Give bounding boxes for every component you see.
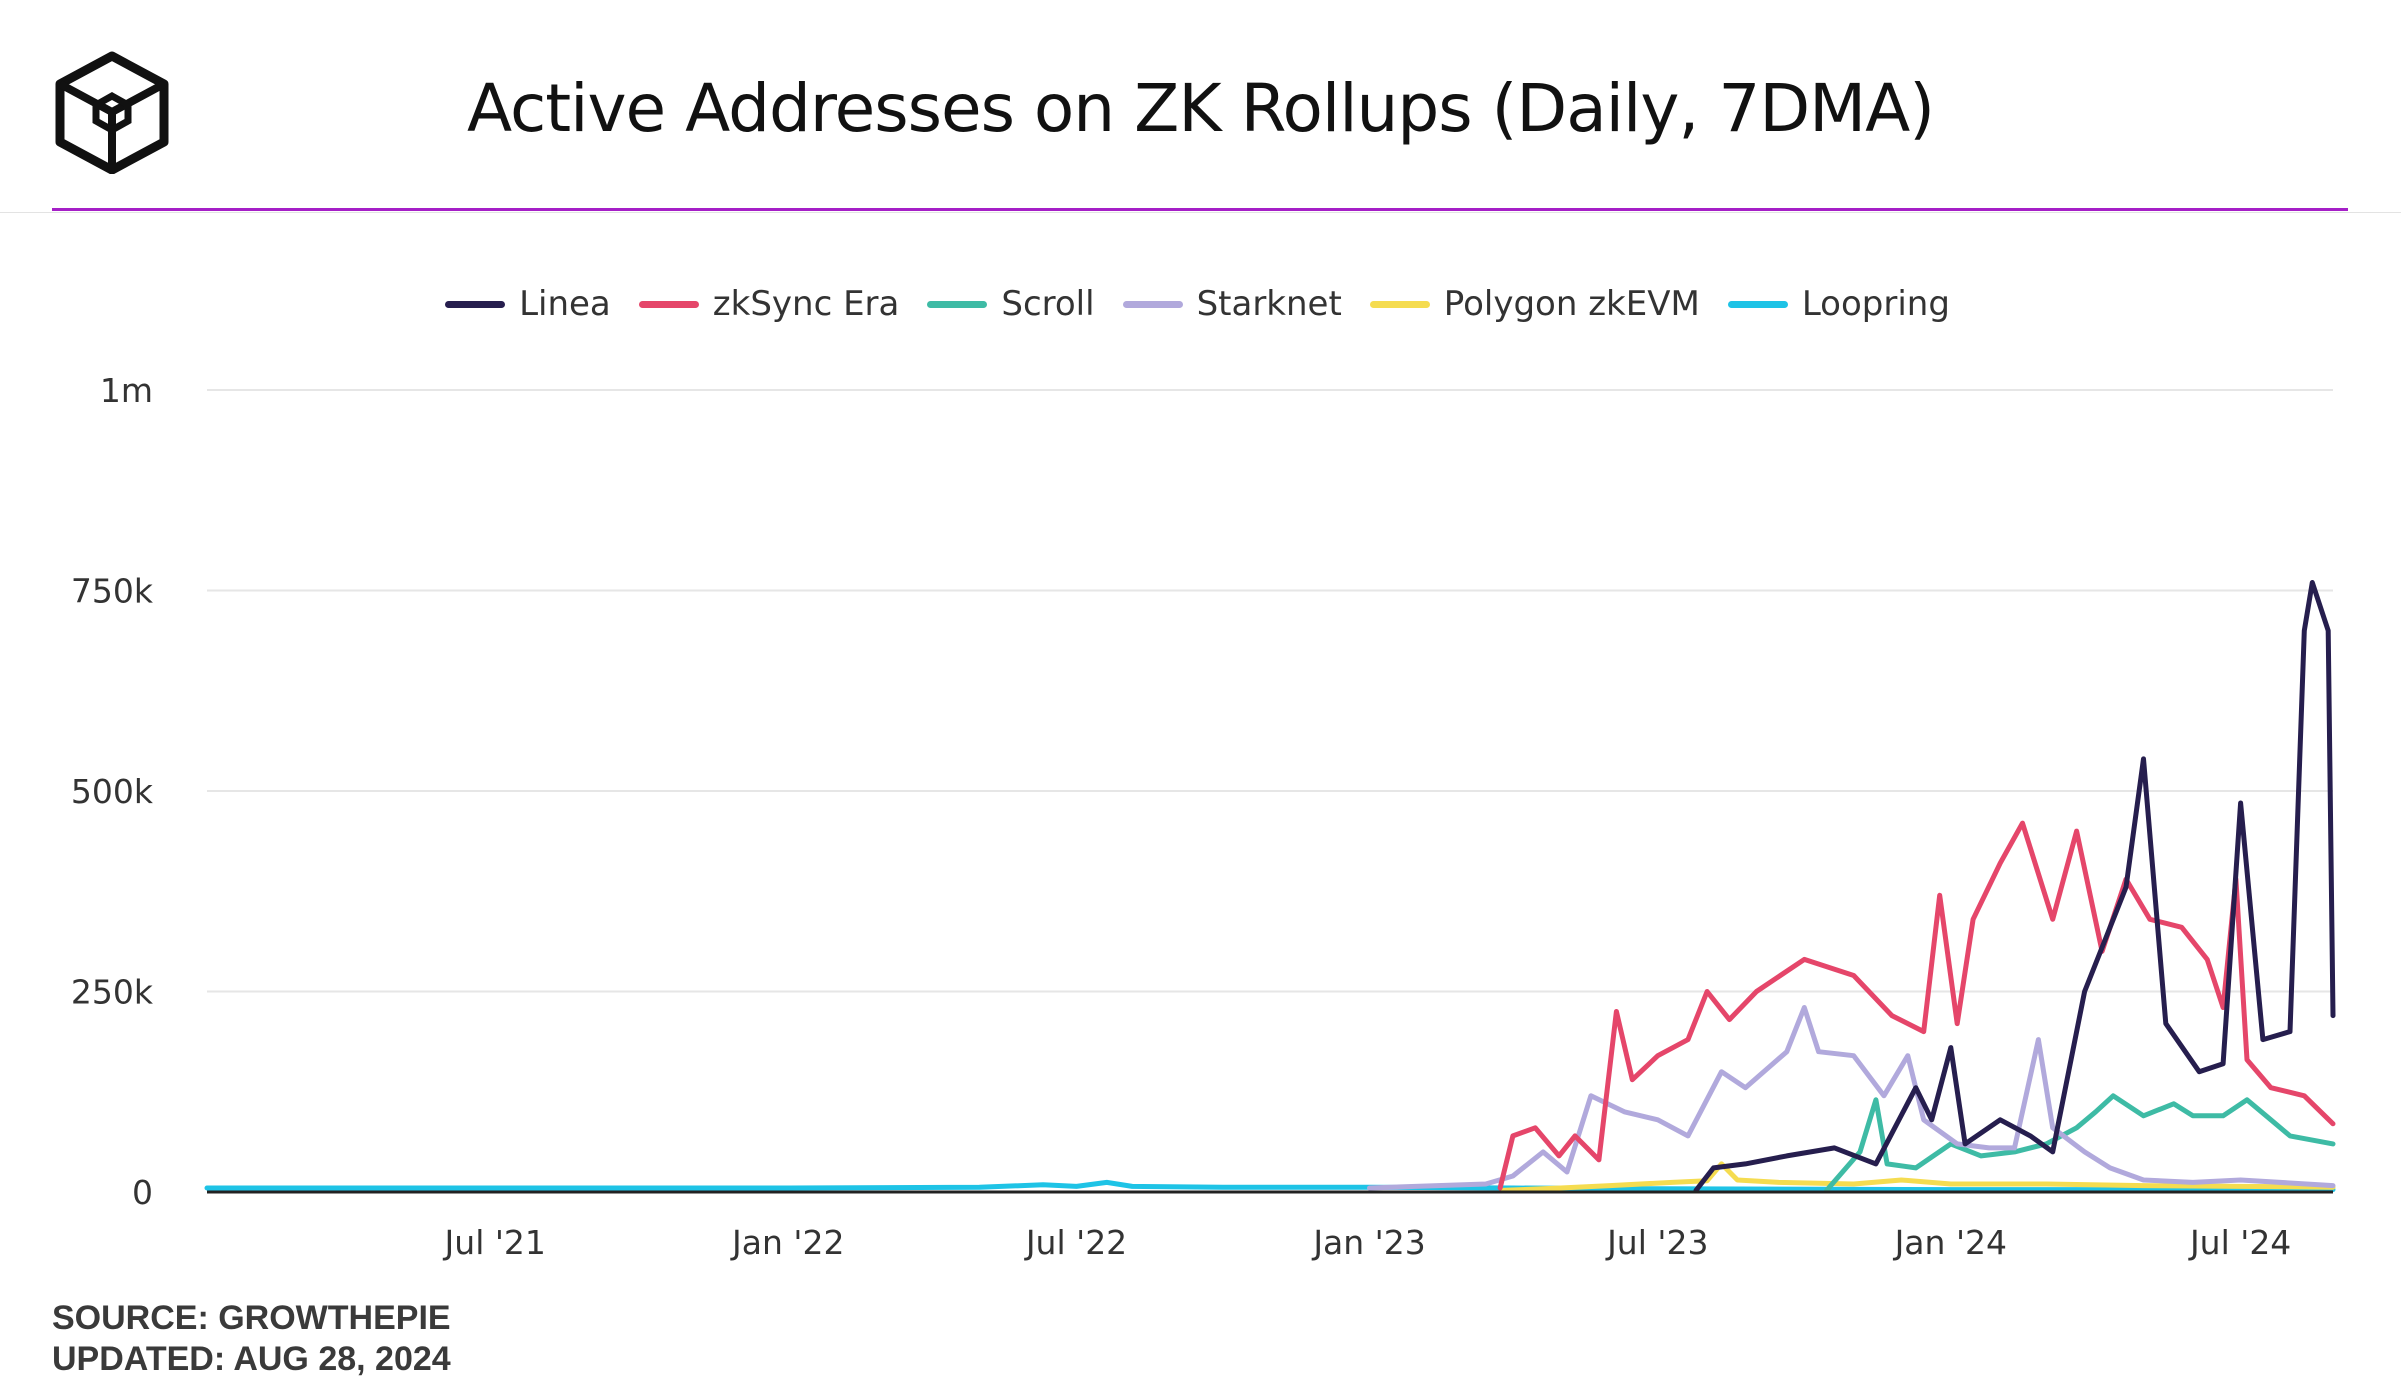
- x-axis-ticks: Jul '21 Jan '22 Jul '22 Jan '23 Jul '23 Jan '…: [443, 1223, 2292, 1262]
- legend-item-scroll[interactable]: Scroll: [927, 284, 1095, 324]
- line-chart: 0 250k 500k 750k 1m Jul '21 Jan '22 Jul '22 Jan…: [71, 371, 2336, 1262]
- source-note: SOURCE: GROWTHEPIE: [52, 1299, 451, 1337]
- cube-logo-icon: [52, 50, 172, 175]
- grid-lines: [207, 389, 2333, 993]
- legend-label: zkSync Era: [712, 284, 900, 324]
- y-tick-label: 500k: [71, 772, 154, 811]
- legend-item-loopring[interactable]: Loopring: [1727, 284, 1950, 324]
- x-tick-label: Jul '23: [1605, 1223, 1708, 1262]
- x-tick-label: Jul '22: [1024, 1223, 1127, 1262]
- legend-item-zksync-era[interactable]: zkSync Era: [638, 284, 900, 324]
- accent-divider: [52, 208, 2348, 211]
- legend-swatch: [1369, 300, 1430, 308]
- series-line-starknet: [1367, 1005, 2336, 1191]
- legend-swatch: [638, 300, 699, 308]
- y-axis-ticks: 0 250k 500k 750k 1m: [71, 371, 154, 1212]
- chart-legend: Linea zkSync Era Scroll Starknet Polygon zkE…: [0, 284, 2401, 324]
- legend-swatch: [445, 300, 506, 308]
- x-tick-label: Jan '23: [1311, 1223, 1425, 1262]
- series-line-zksync-era: [1497, 820, 2336, 1191]
- series-lines: [204, 580, 2336, 1193]
- y-tick-label: 250k: [71, 973, 154, 1012]
- legend-label: Starknet: [1196, 284, 1342, 324]
- updated-note: UPDATED: AUG 28, 2024: [52, 1340, 451, 1378]
- series-line-loopring: [204, 1179, 2336, 1193]
- legend-swatch: [927, 300, 988, 308]
- y-tick-label: 1m: [100, 371, 153, 410]
- legend-swatch: [1727, 300, 1788, 308]
- series-line-polygon-zkevm: [1499, 1161, 2336, 1193]
- legend-swatch: [1122, 300, 1183, 308]
- legend-label: Scroll: [1001, 284, 1095, 324]
- series-line-linea: [1693, 580, 2336, 1193]
- legend-label: Polygon zkEVM: [1443, 284, 1700, 324]
- legend-item-starknet[interactable]: Starknet: [1122, 284, 1342, 324]
- chart-header: Active Addresses on ZK Rollups (Daily, 7…: [0, 0, 2401, 213]
- series-line-scroll: [1824, 1093, 2336, 1193]
- y-tick-label: 0: [132, 1173, 153, 1212]
- legend-label: Linea: [519, 284, 611, 324]
- x-tick-label: Jan '24: [1893, 1223, 2007, 1262]
- chart-title: Active Addresses on ZK Rollups (Daily, 7…: [466, 70, 1935, 147]
- legend-item-linea[interactable]: Linea: [445, 284, 611, 324]
- x-tick-label: Jul '24: [2188, 1223, 2291, 1262]
- legend-item-polygon-zkevm[interactable]: Polygon zkEVM: [1369, 284, 1700, 324]
- y-tick-label: 750k: [71, 572, 154, 611]
- x-tick-label: Jul '21: [443, 1223, 546, 1262]
- chart-footer: SOURCE: GROWTHEPIE UPDATED: AUG 28, 2024: [52, 1298, 451, 1380]
- x-tick-label: Jan '22: [730, 1223, 844, 1262]
- legend-label: Loopring: [1801, 284, 1950, 324]
